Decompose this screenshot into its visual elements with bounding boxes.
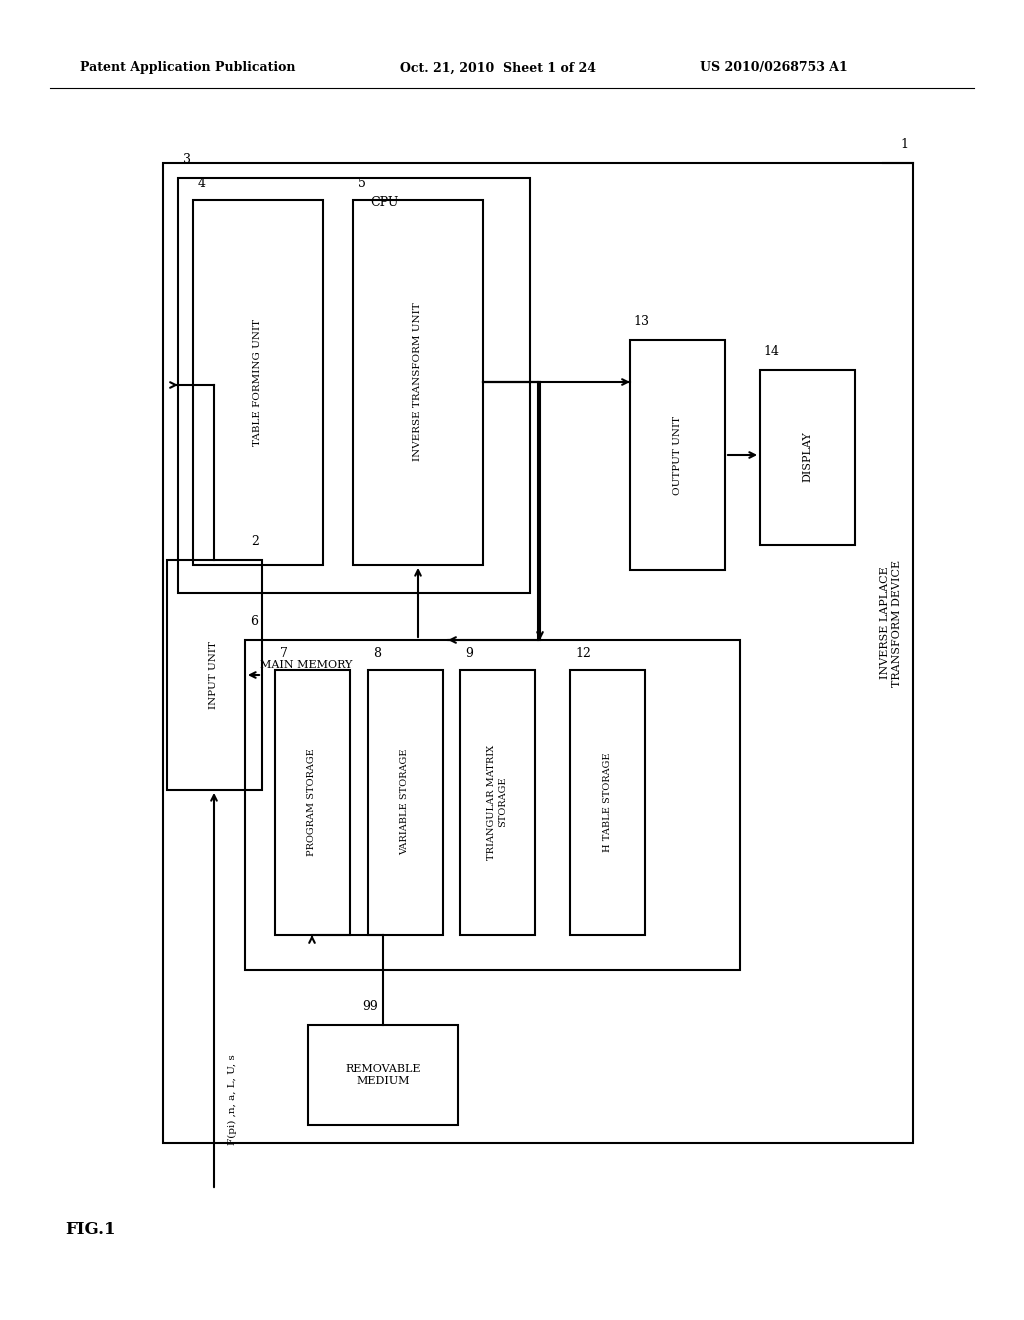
Text: DISPLAY: DISPLAY <box>802 432 812 482</box>
Text: INPUT UNIT: INPUT UNIT <box>210 642 218 709</box>
Bar <box>460 671 535 935</box>
Text: INVERSE TRANSFORM UNIT: INVERSE TRANSFORM UNIT <box>414 302 423 462</box>
Text: 12: 12 <box>575 647 591 660</box>
Text: TABLE FORMING UNIT: TABLE FORMING UNIT <box>254 318 262 446</box>
Text: Oct. 21, 2010  Sheet 1 of 24: Oct. 21, 2010 Sheet 1 of 24 <box>400 62 596 74</box>
Bar <box>308 1026 458 1125</box>
Bar <box>163 162 913 1143</box>
Text: 6: 6 <box>250 615 258 628</box>
Text: REMOVABLE
MEDIUM: REMOVABLE MEDIUM <box>345 1064 421 1086</box>
Text: F(pi) ,n, a, L, U, s: F(pi) ,n, a, L, U, s <box>227 1055 237 1146</box>
Text: 3: 3 <box>183 153 191 166</box>
Text: INVERSE LAPLACE
TRANSFORM DEVICE: INVERSE LAPLACE TRANSFORM DEVICE <box>881 560 902 686</box>
Bar <box>275 671 350 935</box>
Text: 7: 7 <box>280 647 288 660</box>
Text: OUTPUT UNIT: OUTPUT UNIT <box>673 416 682 495</box>
Text: US 2010/0268753 A1: US 2010/0268753 A1 <box>700 62 848 74</box>
Text: 14: 14 <box>763 345 779 358</box>
Text: 13: 13 <box>633 315 649 327</box>
Text: 4: 4 <box>198 177 206 190</box>
Bar <box>193 201 323 565</box>
Text: MAIN MEMORY: MAIN MEMORY <box>260 660 352 671</box>
Bar <box>167 560 262 789</box>
Text: Patent Application Publication: Patent Application Publication <box>80 62 296 74</box>
Bar <box>570 671 645 935</box>
Bar <box>760 370 855 545</box>
Bar <box>178 178 530 593</box>
Text: 99: 99 <box>362 1001 378 1012</box>
Text: CPU: CPU <box>370 195 398 209</box>
Bar <box>368 671 443 935</box>
Bar <box>353 201 483 565</box>
Text: H TABLE STORAGE: H TABLE STORAGE <box>602 752 611 851</box>
Text: 9: 9 <box>465 647 473 660</box>
Text: TRIANGULAR MATRIX
STORAGE: TRIANGULAR MATRIX STORAGE <box>487 744 507 859</box>
Bar <box>630 341 725 570</box>
Text: 8: 8 <box>373 647 381 660</box>
Text: FIG.1: FIG.1 <box>65 1221 116 1238</box>
Text: VARIABLE STORAGE: VARIABLE STORAGE <box>400 748 410 855</box>
Text: PROGRAM STORAGE: PROGRAM STORAGE <box>307 748 316 855</box>
Text: 1: 1 <box>900 139 908 150</box>
Text: 2: 2 <box>251 535 259 548</box>
Bar <box>245 640 740 970</box>
Text: 5: 5 <box>358 177 366 190</box>
